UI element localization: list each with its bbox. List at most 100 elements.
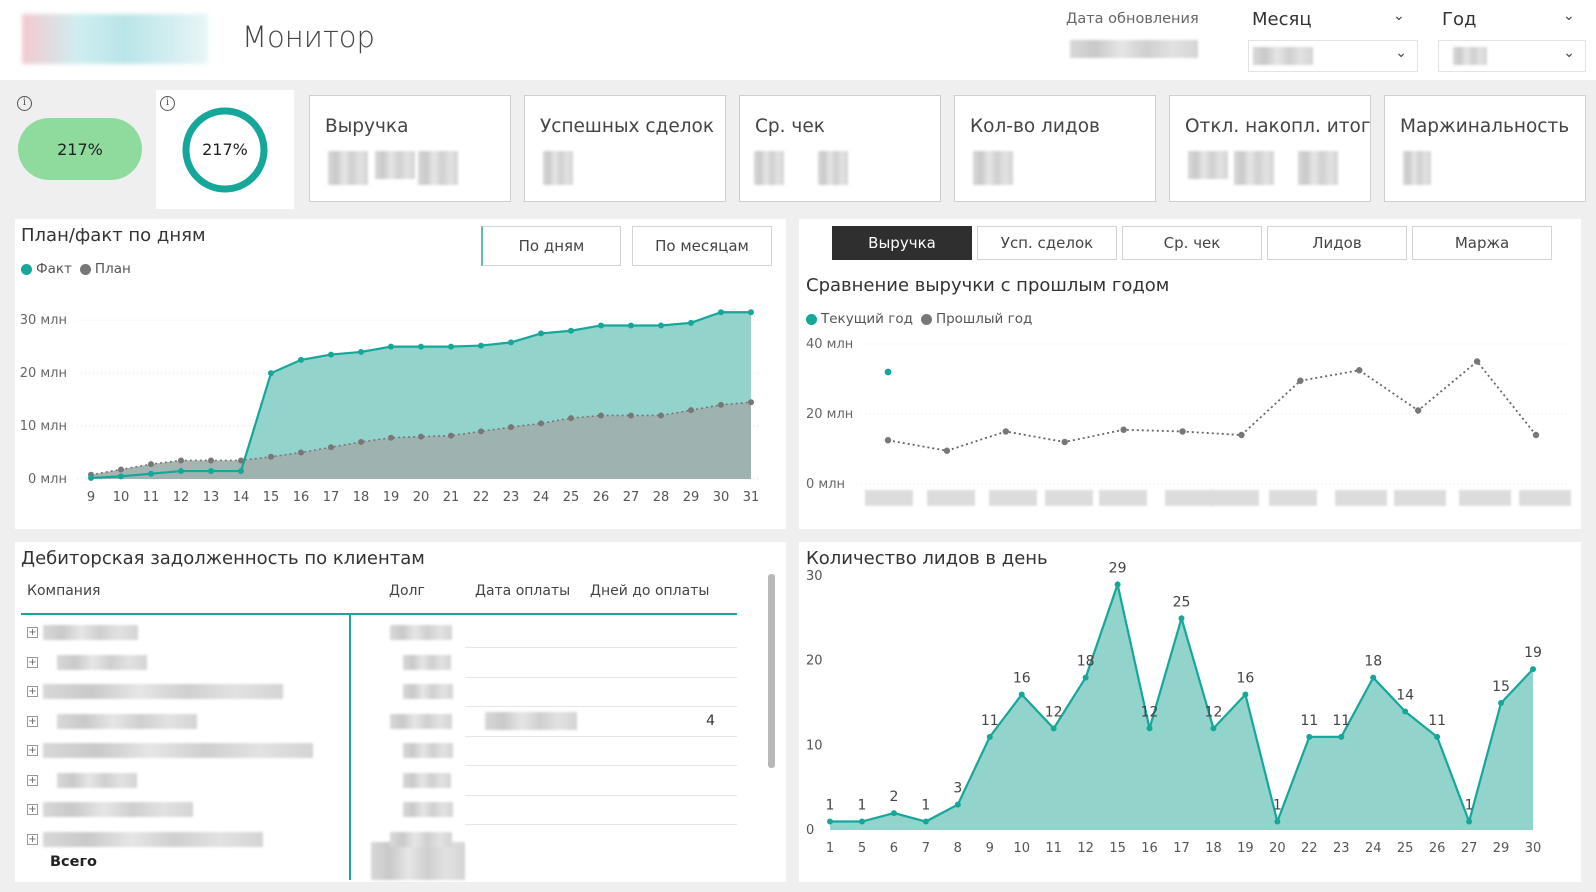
x-tick-label: 27: [1461, 841, 1478, 856]
previous-year-line: [887, 360, 1537, 452]
y-tick-label: 0 млн: [28, 472, 67, 487]
blurred-x-label: [1269, 490, 1317, 506]
month-dropdown-value: [1253, 47, 1313, 65]
plan-point: [388, 434, 394, 441]
header-divider: [21, 613, 737, 615]
blurred-x-label: [865, 490, 913, 506]
leads-point: [1146, 725, 1153, 732]
x-tick-label: 26: [1429, 841, 1446, 856]
company-name: [43, 625, 138, 640]
leads-point: [1178, 615, 1185, 622]
plan-point: [748, 399, 754, 406]
x-tick-label: 17: [323, 490, 340, 505]
blurred-x-label: [1394, 490, 1446, 506]
blurred-x-label: [1211, 490, 1259, 506]
leads-point: [827, 818, 833, 825]
company-name: [43, 684, 283, 699]
fact-point: [628, 322, 634, 329]
row-divider: [465, 647, 737, 648]
expand-icon[interactable]: +: [27, 656, 38, 668]
legend-plan-dot: [79, 263, 91, 275]
debt-amount: [390, 625, 452, 640]
data-label: 18: [1364, 654, 1382, 670]
data-label: 1: [921, 798, 930, 814]
debt-amount: [403, 654, 451, 670]
leads-area: [830, 584, 1533, 830]
fact-point: [418, 343, 424, 350]
col-company[interactable]: Компания: [27, 583, 101, 599]
previous-year-point: [1061, 438, 1068, 446]
col-days-to-payment[interactable]: Дней до оплаты: [590, 583, 710, 599]
kpi-card: Откл. накопл. итог: [1169, 95, 1371, 202]
comparison-chart: 0 млн 20 млн 40 млн: [806, 337, 1571, 506]
comparison-tab[interactable]: Маржа: [1412, 226, 1552, 260]
x-tick-label: 20: [413, 490, 430, 505]
plan-point: [538, 420, 544, 427]
data-label: 14: [1396, 687, 1414, 703]
fact-point: [688, 319, 694, 326]
kpi-card-label: Успешных сделок: [540, 116, 715, 137]
data-label: 1: [1273, 798, 1282, 814]
previous-year-point: [884, 437, 892, 444]
data-label: 1: [1465, 798, 1474, 814]
debt-panel: Дебиторская задолженность по клиентам Ко…: [15, 542, 786, 882]
kpi-card-value: [973, 151, 1013, 185]
x-tick-label: 25: [563, 490, 580, 505]
expand-icon[interactable]: +: [27, 745, 38, 756]
fact-point: [568, 327, 574, 334]
leads-point: [986, 733, 993, 740]
y-tick-label: 10 млн: [20, 419, 67, 434]
y-tick-label: 20: [806, 654, 823, 669]
page-title: Монитор: [242, 20, 375, 54]
x-tick-label: 22: [1301, 841, 1318, 856]
chevron-down-icon: ⌄: [1563, 45, 1575, 61]
by-months-button[interactable]: По месяцам: [632, 226, 772, 266]
comparison-panel: Сравнение выручки с прошлым годом Текущи…: [799, 219, 1581, 529]
month-slicer-collapse-icon[interactable]: ⌄: [1393, 8, 1405, 24]
comparison-tab[interactable]: Ср. чек: [1122, 226, 1262, 260]
expand-icon[interactable]: +: [27, 627, 38, 638]
data-label: 12: [1141, 704, 1159, 720]
year-slicer-collapse-icon[interactable]: ⌄: [1563, 8, 1575, 24]
comparison-tab[interactable]: Лидов: [1267, 226, 1407, 260]
comparison-tab[interactable]: Выручка: [832, 226, 972, 260]
x-tick-label: 22: [473, 490, 490, 505]
plan-point: [418, 433, 424, 440]
row-divider: [465, 794, 737, 796]
by-days-button[interactable]: По дням: [481, 226, 621, 266]
plan-point: [568, 415, 574, 422]
previous-year-point: [1414, 407, 1422, 414]
previous-year-point: [1473, 358, 1481, 365]
expand-icon[interactable]: +: [27, 774, 38, 786]
comparison-tab[interactable]: Усп. сделок: [977, 226, 1117, 260]
x-tick-label: 19: [1237, 841, 1254, 856]
previous-year-point: [1002, 428, 1010, 435]
company-logo: [22, 14, 208, 64]
col-debt[interactable]: Долг: [389, 583, 425, 599]
leads-point: [922, 818, 929, 825]
year-dropdown-value: [1453, 47, 1487, 65]
month-dropdown[interactable]: ⌄: [1248, 40, 1418, 72]
kpi-card-value: [1234, 151, 1274, 185]
legend-plan: План: [94, 261, 131, 277]
x-tick-label: 29: [683, 490, 700, 505]
expand-icon[interactable]: +: [27, 804, 38, 815]
table-scrollbar[interactable]: [768, 574, 775, 768]
days-to-payment: 4: [706, 712, 715, 729]
plan-point: [688, 407, 694, 414]
year-slicer-title: Год: [1442, 9, 1477, 30]
info-icon[interactable]: i: [17, 96, 32, 111]
kpi-card: Выручка: [309, 95, 511, 202]
blurred-x-label: [927, 490, 975, 506]
expand-icon[interactable]: +: [27, 686, 38, 697]
debt-amount: [403, 684, 453, 699]
x-tick-label: 21: [443, 490, 460, 505]
col-payment-date[interactable]: Дата оплаты: [475, 583, 571, 599]
expand-icon[interactable]: +: [27, 715, 38, 727]
expand-icon[interactable]: +: [27, 833, 38, 845]
leads-point: [1018, 691, 1025, 698]
info-icon[interactable]: i: [160, 96, 175, 111]
x-tick-label: 25: [1397, 841, 1414, 856]
year-dropdown[interactable]: ⌄: [1438, 40, 1586, 72]
fact-point: [118, 473, 124, 480]
